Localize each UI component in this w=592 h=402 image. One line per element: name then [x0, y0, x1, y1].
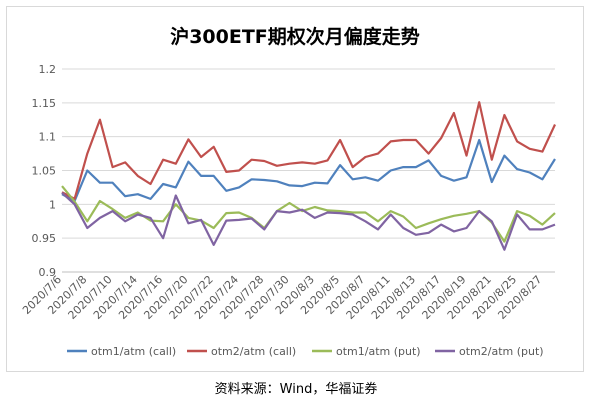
skew-line-chart: 沪300ETF期权次月偏度走势 0.9 0.95 1 1.05 1.1 1.15 1.2 2… [20, 25, 556, 358]
legend-item: otm2/atm (call) [187, 345, 296, 358]
y-tick-label: 1.15 [32, 97, 57, 110]
y-tick-label: 1.1 [39, 131, 57, 144]
gridlines [62, 68, 555, 273]
chart-frame: 沪300ETF期权次月偏度走势 0.9 0.95 1 1.05 1.1 1.15 1.2 2… [6, 6, 584, 372]
series-line-4 [61, 191, 556, 251]
y-tick-label: 0.95 [32, 232, 57, 245]
legend-item: otm1/atm (put) [312, 345, 421, 358]
series-lines [61, 101, 556, 251]
legend-item: otm1/atm (call) [67, 345, 176, 358]
y-axis-ticks: 0.9 0.95 1 1.05 1.1 1.15 1.2 [32, 63, 57, 279]
y-tick-label: 0.9 [39, 266, 57, 279]
x-axis: 2020/7/62020/7/82020/7/102020/7/142020/7… [20, 271, 555, 322]
legend-label: otm2/atm (call) [211, 345, 296, 358]
y-tick-label: 1 [49, 198, 56, 211]
y-tick-label: 1.05 [32, 165, 57, 178]
series-line-2 [61, 101, 556, 200]
legend-label: otm2/atm (put) [459, 345, 544, 358]
y-tick-label: 1.2 [39, 63, 57, 76]
source-note: 资料来源：Wind，华福证券 [214, 382, 378, 397]
legend-label: otm1/atm (put) [336, 345, 421, 358]
legend-label: otm1/atm (call) [91, 345, 176, 358]
chart-title: 沪300ETF期权次月偏度走势 [170, 25, 420, 48]
legend-item: otm2/atm (put) [435, 345, 544, 358]
legend: otm1/atm (call) otm2/atm (call) otm1/atm (… [67, 345, 544, 358]
series-line-1 [61, 138, 556, 203]
